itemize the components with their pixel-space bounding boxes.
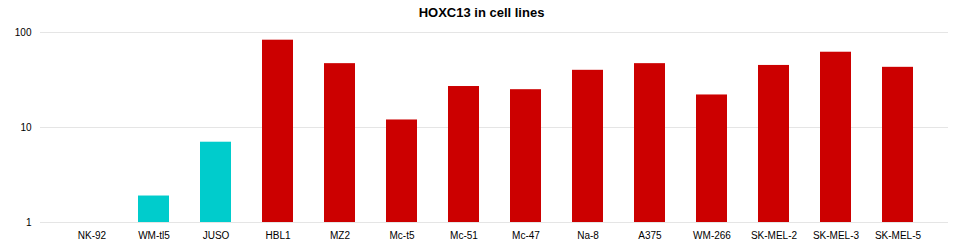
svg-text:SK-MEL-3: SK-MEL-3 — [813, 230, 860, 241]
html-text:HOXC13 in cell lines: HOXC13 in cell lines — [418, 5, 545, 20]
svg-text:WM-266: WM-266 — [693, 230, 731, 241]
svg-text:1: 1 — [26, 217, 32, 228]
svg-text:SK-MEL-5: SK-MEL-5 — [875, 230, 922, 241]
svg-text:MZ2: MZ2 — [330, 230, 350, 241]
svg-text:Na-8: Na-8 — [577, 230, 599, 241]
svg-text:A375: A375 — [638, 230, 662, 241]
svg-text:HBL1: HBL1 — [265, 230, 290, 241]
svg-text:Mc-47: Mc-47 — [512, 230, 540, 241]
svg-text:NK-92: NK-92 — [78, 230, 107, 241]
svg-text:Mc-51: Mc-51 — [450, 230, 478, 241]
svg-text:100: 100 — [15, 27, 32, 38]
svg-text:10: 10 — [20, 122, 32, 133]
svg-text:Mc-t5: Mc-t5 — [390, 230, 415, 241]
svg-text:WM-tl5: WM-tl5 — [138, 230, 170, 241]
svg-text:JUSO: JUSO — [203, 230, 230, 241]
svg-text:SK-MEL-2: SK-MEL-2 — [751, 230, 798, 241]
